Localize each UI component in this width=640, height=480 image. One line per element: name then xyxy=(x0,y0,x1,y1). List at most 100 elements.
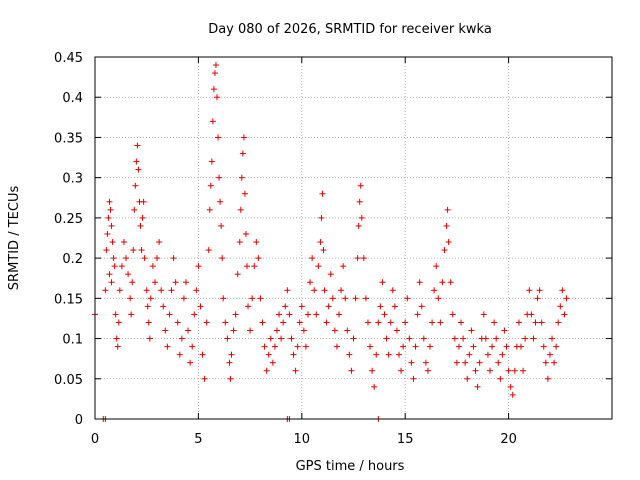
data-point xyxy=(138,247,145,254)
data-point xyxy=(327,271,334,278)
data-point xyxy=(540,343,547,350)
data-point xyxy=(151,279,158,286)
data-point xyxy=(362,295,369,302)
data-point xyxy=(189,343,196,350)
data-point xyxy=(294,343,301,350)
data-point xyxy=(284,287,291,294)
data-point xyxy=(172,279,179,286)
data-point xyxy=(120,239,127,246)
data-point xyxy=(375,319,382,326)
data-point xyxy=(107,206,114,213)
data-point xyxy=(497,375,504,382)
data-point xyxy=(263,367,270,374)
data-point xyxy=(237,206,244,213)
data-point xyxy=(320,247,327,254)
data-point xyxy=(195,263,202,270)
data-point xyxy=(114,343,121,350)
data-point xyxy=(228,351,235,358)
data-point xyxy=(158,287,165,294)
data-point xyxy=(379,279,386,286)
data-point xyxy=(227,375,234,382)
data-point xyxy=(367,343,374,350)
x-tick-label: 15 xyxy=(397,432,414,447)
data-point xyxy=(526,287,533,294)
data-point xyxy=(544,375,551,382)
data-point xyxy=(116,287,123,294)
data-point xyxy=(412,343,419,350)
data-point xyxy=(203,319,210,326)
data-point xyxy=(373,351,380,358)
plot-frame xyxy=(94,56,613,420)
y-tick-label: 0.35 xyxy=(54,131,83,146)
data-point xyxy=(240,134,247,141)
data-point xyxy=(219,255,226,262)
data-point xyxy=(499,351,506,358)
data-point xyxy=(418,303,425,310)
data-point xyxy=(271,343,278,350)
x-tick-label: 0 xyxy=(91,432,99,447)
data-point xyxy=(273,327,280,334)
data-point xyxy=(393,327,400,334)
data-point xyxy=(445,239,452,246)
data-point xyxy=(216,174,223,181)
data-point xyxy=(439,279,446,286)
data-point xyxy=(130,247,137,254)
data-point xyxy=(515,319,522,326)
data-point xyxy=(147,295,154,302)
data-point xyxy=(534,295,541,302)
data-point xyxy=(108,222,115,229)
data-point xyxy=(528,311,535,318)
data-point xyxy=(187,359,194,366)
data-point xyxy=(354,255,361,262)
data-point xyxy=(108,279,115,286)
data-point xyxy=(296,319,303,326)
data-point xyxy=(416,279,423,286)
data-point xyxy=(110,255,117,262)
data-point xyxy=(472,367,479,374)
data-point xyxy=(220,295,227,302)
data-point xyxy=(280,319,287,326)
data-point xyxy=(408,359,415,366)
data-point xyxy=(348,367,355,374)
data-point xyxy=(538,319,545,326)
data-point xyxy=(352,295,359,302)
y-tick-label: 0.25 xyxy=(54,212,83,227)
data-point xyxy=(491,319,498,326)
data-point xyxy=(358,214,365,221)
data-point xyxy=(474,383,481,390)
data-point xyxy=(398,367,405,374)
data-point xyxy=(559,287,566,294)
data-point xyxy=(109,239,116,246)
data-point xyxy=(105,214,112,221)
data-point xyxy=(205,247,212,254)
data-point xyxy=(486,367,493,374)
data-point xyxy=(182,279,189,286)
data-point xyxy=(112,311,119,318)
data-point xyxy=(444,206,451,213)
data-point xyxy=(511,367,518,374)
data-point xyxy=(143,287,150,294)
data-point xyxy=(495,359,502,366)
data-point xyxy=(435,295,442,302)
data-point xyxy=(356,198,363,205)
data-point xyxy=(315,263,322,270)
data-point xyxy=(551,359,558,366)
data-point xyxy=(364,319,371,326)
y-axis-title: SRMTID / TECUs xyxy=(7,186,22,291)
data-point xyxy=(104,230,111,237)
data-point xyxy=(243,263,250,270)
data-point xyxy=(247,327,254,334)
data-point xyxy=(509,391,516,398)
data-point xyxy=(176,351,183,358)
data-point xyxy=(422,359,429,366)
data-point xyxy=(505,367,512,374)
data-point xyxy=(160,303,167,310)
data-point xyxy=(118,263,125,270)
data-point xyxy=(385,351,392,358)
x-tick-label: 20 xyxy=(500,432,517,447)
data-point xyxy=(313,311,320,318)
y-tick-label: 0.4 xyxy=(62,91,83,106)
data-point xyxy=(226,359,233,366)
data-point xyxy=(253,239,260,246)
data-point xyxy=(145,319,152,326)
